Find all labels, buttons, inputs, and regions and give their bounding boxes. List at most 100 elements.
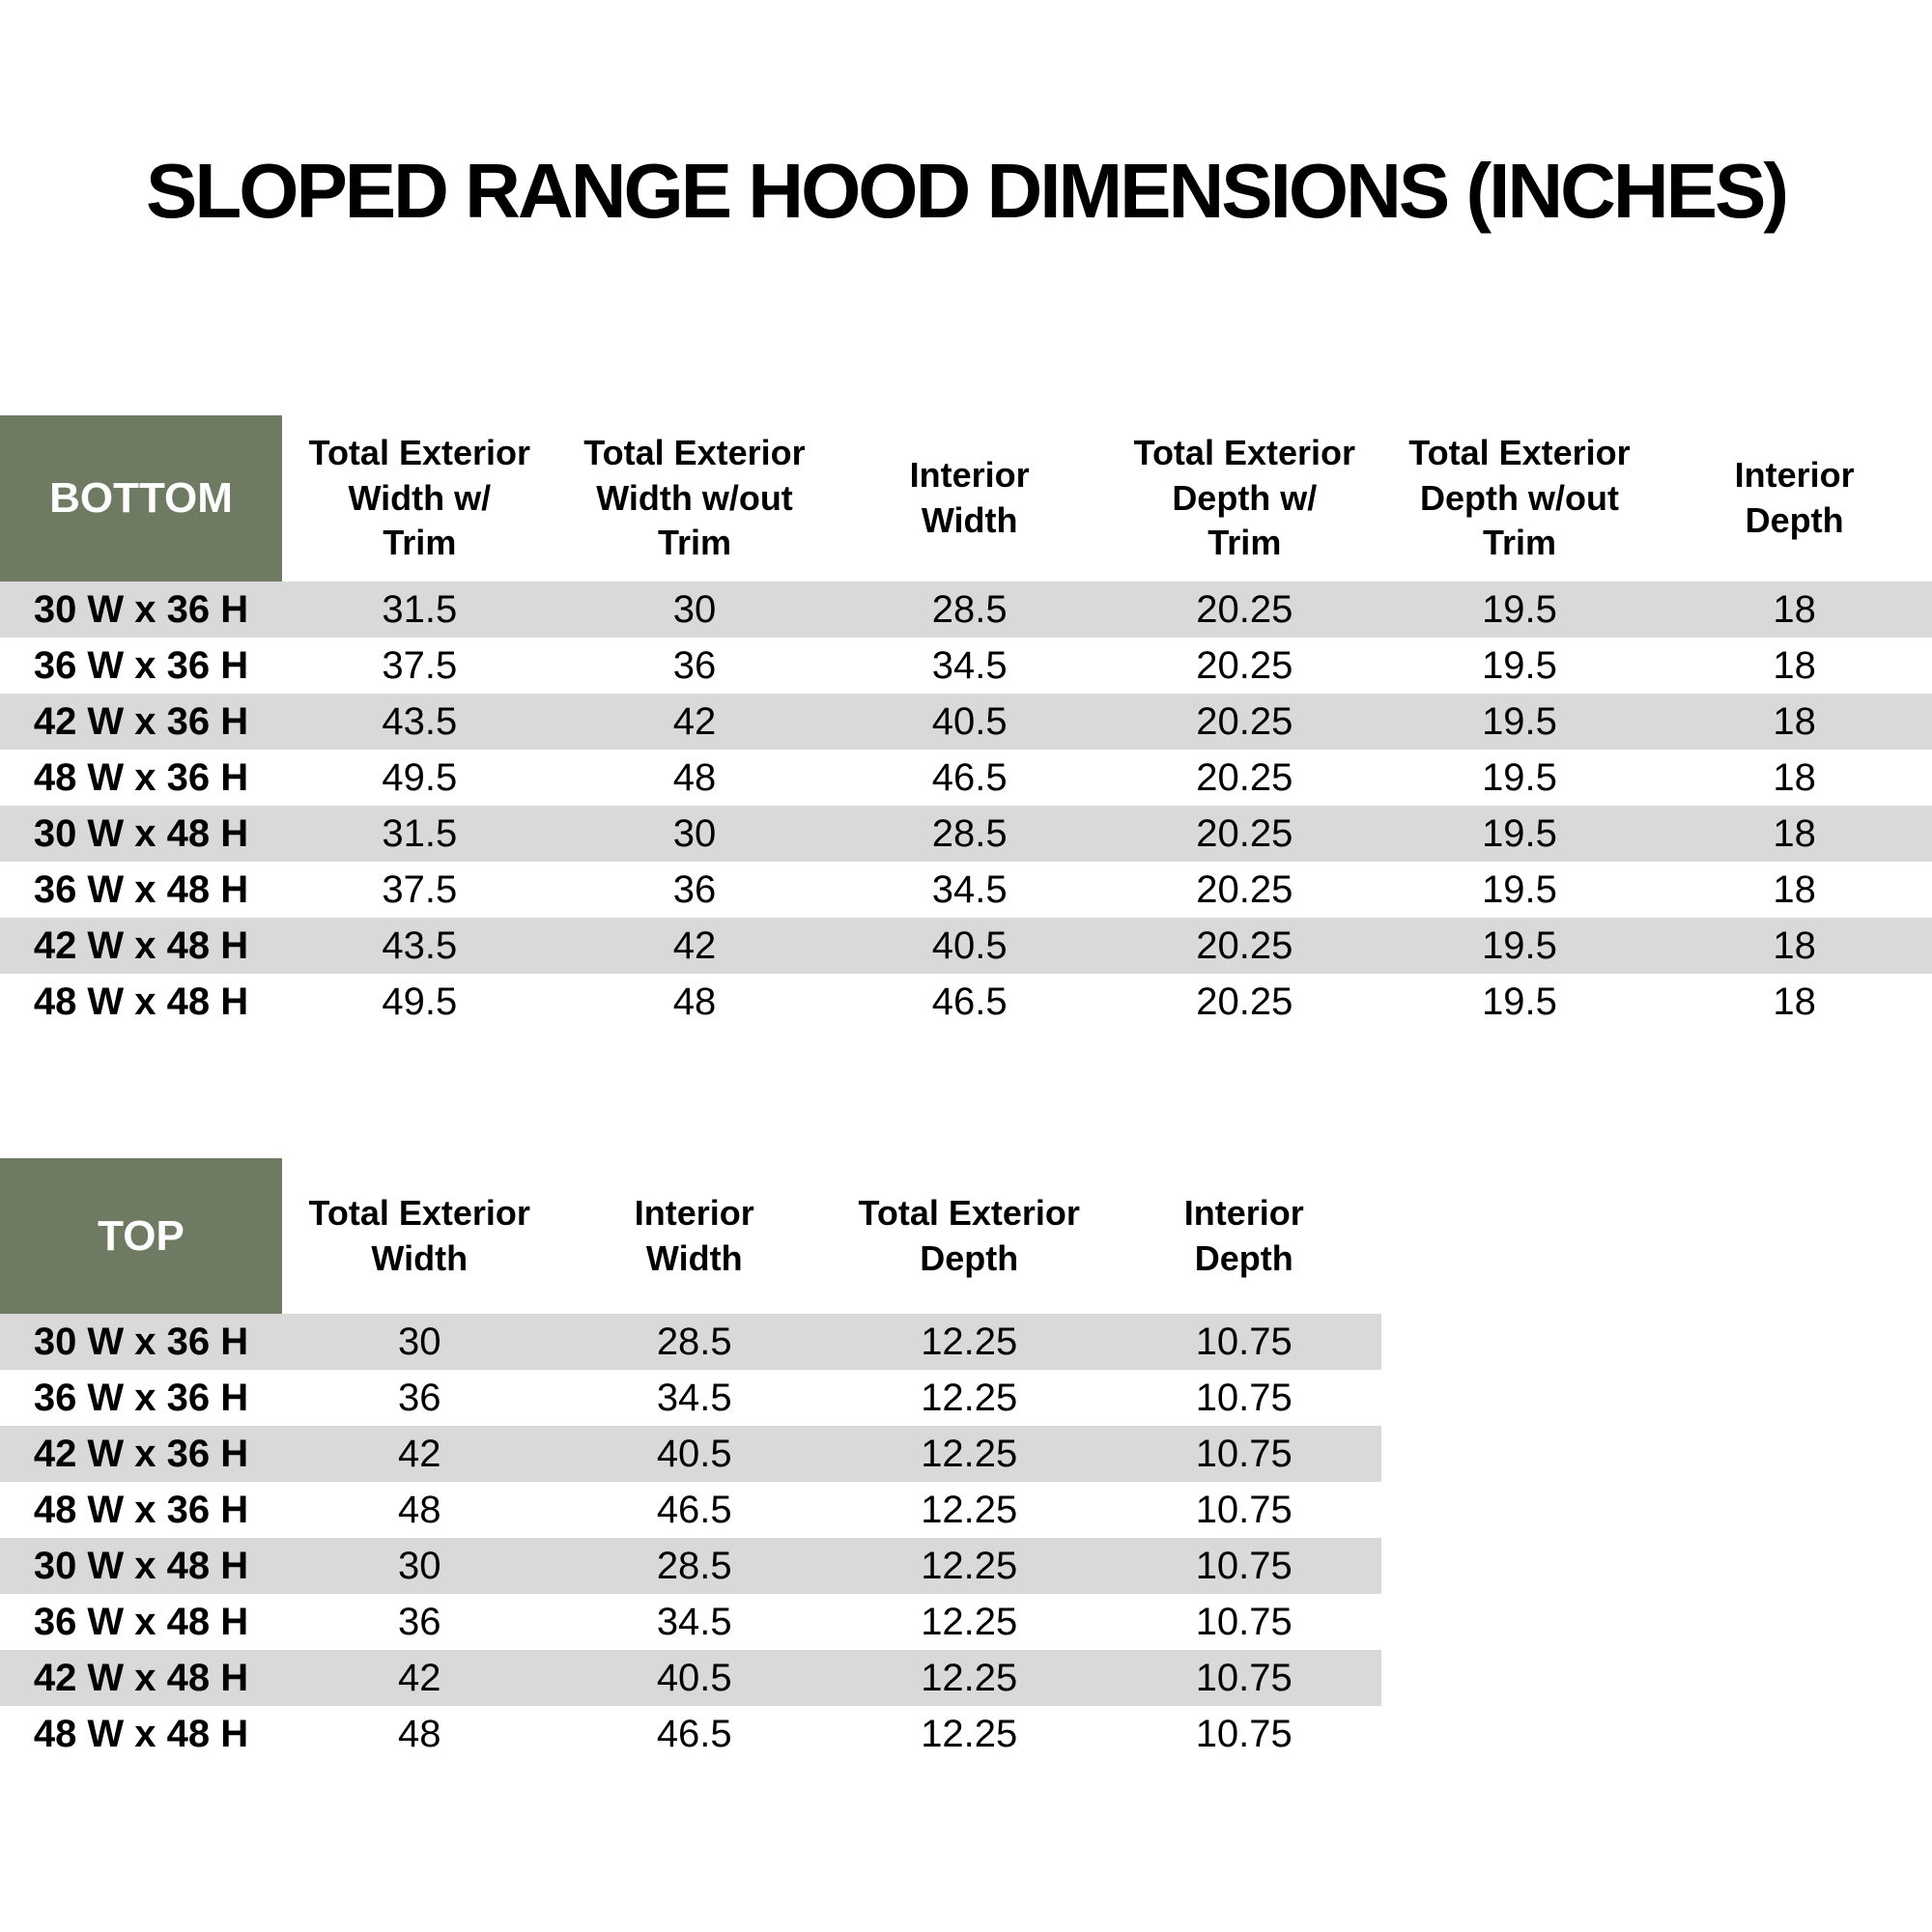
cell-value: 28.5: [931, 587, 1008, 631]
row-label: 42 W x 48 H: [33, 923, 249, 967]
page-title: SLOPED RANGE HOOD DIMENSIONS (INCHES): [145, 148, 1789, 234]
cell-value: 28.5: [656, 1320, 732, 1363]
bottom-corner-header: BOTTOM: [0, 415, 282, 582]
column-header-total-exterior-width-wout-trim: Total Exterior Width w/out Trim: [583, 432, 806, 563]
cell-value: 10.75: [1195, 1488, 1293, 1531]
cell-value: 49.5: [382, 980, 458, 1023]
cell-value: 36: [398, 1376, 441, 1419]
cell-value: 30: [672, 811, 717, 855]
row-label: 48 W x 36 H: [33, 755, 249, 799]
row-label: 30 W x 48 H: [33, 811, 249, 855]
row-label: 42 W x 48 H: [33, 1656, 249, 1699]
cell-value: 30: [672, 587, 717, 631]
cell-value: 46.5: [656, 1488, 732, 1531]
cell-value: 19.5: [1482, 980, 1557, 1023]
cell-value: 20.25: [1196, 867, 1293, 911]
table-row: 36 W x 36 H 37.5 36 34.5 20.25 19.5 18: [0, 638, 1932, 694]
cell-value: 48: [398, 1712, 441, 1755]
table-row: 36 W x 48 H 37.5 36 34.5 20.25 19.5 18: [0, 862, 1932, 918]
cell-value: 36: [672, 867, 717, 911]
row-label: 48 W x 48 H: [33, 980, 249, 1023]
column-header-total-exterior-width-w-trim: Total Exterior Width w/ Trim: [308, 432, 531, 563]
cell-value: 20.25: [1196, 755, 1293, 799]
cell-value: 18: [1773, 867, 1816, 911]
cell-value: 46.5: [931, 980, 1008, 1023]
table-row: 36 W x 48 H 36 34.5 12.25 10.75: [0, 1594, 1381, 1650]
cell-value: 12.25: [921, 1656, 1018, 1699]
cell-value: 28.5: [931, 811, 1008, 855]
cell-value: 12.25: [921, 1544, 1018, 1587]
cell-value: 12.25: [921, 1432, 1018, 1475]
cell-value: 20.25: [1196, 811, 1293, 855]
cell-value: 20.25: [1196, 980, 1293, 1023]
cell-value: 10.75: [1195, 1712, 1293, 1755]
cell-value: 12.25: [921, 1320, 1018, 1363]
column-header-interior-depth: Interior Depth: [1183, 1192, 1304, 1278]
bottom-dimensions-table: BOTTOM Total Exterior Width w/ Trim Tota…: [0, 415, 1932, 1030]
cell-value: 37.5: [382, 867, 458, 911]
table-row: 36 W x 36 H 36 34.5 12.25 10.75: [0, 1370, 1381, 1426]
cell-value: 43.5: [382, 699, 458, 743]
cell-value: 40.5: [656, 1656, 732, 1699]
cell-value: 10.75: [1195, 1432, 1293, 1475]
cell-value: 28.5: [656, 1544, 732, 1587]
column-header-total-exterior-depth: Total Exterior Depth: [858, 1192, 1080, 1278]
cell-value: 37.5: [382, 643, 458, 687]
cell-value: 20.25: [1196, 587, 1293, 631]
row-label: 42 W x 36 H: [33, 1432, 249, 1475]
cell-value: 34.5: [656, 1600, 732, 1643]
top-corner-header: TOP: [0, 1158, 282, 1314]
cell-value: 31.5: [382, 811, 458, 855]
cell-value: 19.5: [1482, 923, 1557, 967]
cell-value: 46.5: [656, 1712, 732, 1755]
row-label: 36 W x 36 H: [33, 1376, 249, 1419]
row-label: 36 W x 48 H: [33, 867, 249, 911]
table-row: 48 W x 48 H 49.5 48 46.5 20.25 19.5 18: [0, 974, 1932, 1030]
cell-value: 10.75: [1195, 1656, 1293, 1699]
cell-value: 12.25: [921, 1600, 1018, 1643]
cell-value: 10.75: [1195, 1600, 1293, 1643]
table-row: 42 W x 36 H 42 40.5 12.25 10.75: [0, 1426, 1381, 1482]
cell-value: 18: [1773, 699, 1816, 743]
row-label: 48 W x 48 H: [33, 1712, 249, 1755]
cell-value: 36: [398, 1600, 441, 1643]
cell-value: 18: [1773, 980, 1816, 1023]
cell-value: 48: [672, 980, 717, 1023]
row-label: 30 W x 48 H: [33, 1544, 249, 1587]
row-label: 42 W x 36 H: [33, 699, 249, 743]
cell-value: 10.75: [1195, 1544, 1293, 1587]
top-table-header-row: TOP Total Exterior Width Interior Width …: [0, 1158, 1381, 1314]
cell-value: 19.5: [1482, 755, 1557, 799]
top-table-body: 30 W x 36 H 30 28.5 12.25 10.75 36 W x 36 H 36…: [0, 1314, 1381, 1762]
column-header-total-exterior-depth-w-trim: Total Exterior Depth w/ Trim: [1133, 432, 1356, 563]
cell-value: 19.5: [1482, 643, 1557, 687]
cell-value: 20.25: [1196, 699, 1293, 743]
column-header-interior-width: Interior Width: [909, 455, 1030, 540]
row-label: 48 W x 36 H: [33, 1488, 249, 1531]
cell-value: 46.5: [931, 755, 1008, 799]
bottom-table-header-row: BOTTOM Total Exterior Width w/ Trim Tota…: [0, 415, 1932, 582]
cell-value: 30: [398, 1320, 441, 1363]
cell-value: 34.5: [931, 867, 1008, 911]
row-label: 36 W x 48 H: [33, 1600, 249, 1643]
cell-value: 42: [398, 1432, 441, 1475]
cell-value: 20.25: [1196, 643, 1293, 687]
row-label: 30 W x 36 H: [33, 1320, 249, 1363]
cell-value: 18: [1773, 643, 1816, 687]
table-row: 42 W x 48 H 42 40.5 12.25 10.75: [0, 1650, 1381, 1706]
cell-value: 43.5: [382, 923, 458, 967]
cell-value: 48: [672, 755, 717, 799]
cell-value: 42: [398, 1656, 441, 1699]
cell-value: 18: [1773, 587, 1816, 631]
cell-value: 40.5: [931, 699, 1008, 743]
cell-value: 19.5: [1482, 587, 1557, 631]
cell-value: 10.75: [1195, 1320, 1293, 1363]
cell-value: 12.25: [921, 1712, 1018, 1755]
top-dimensions-table: TOP Total Exterior Width Interior Width …: [0, 1158, 1381, 1762]
cell-value: 10.75: [1195, 1376, 1293, 1419]
cell-value: 19.5: [1482, 811, 1557, 855]
cell-value: 12.25: [921, 1376, 1018, 1419]
bottom-table-body: 30 W x 36 H 31.5 30 28.5 20.25 19.5 18 36 W x 3…: [0, 582, 1932, 1030]
cell-value: 40.5: [931, 923, 1008, 967]
row-label: 30 W x 36 H: [33, 587, 249, 631]
